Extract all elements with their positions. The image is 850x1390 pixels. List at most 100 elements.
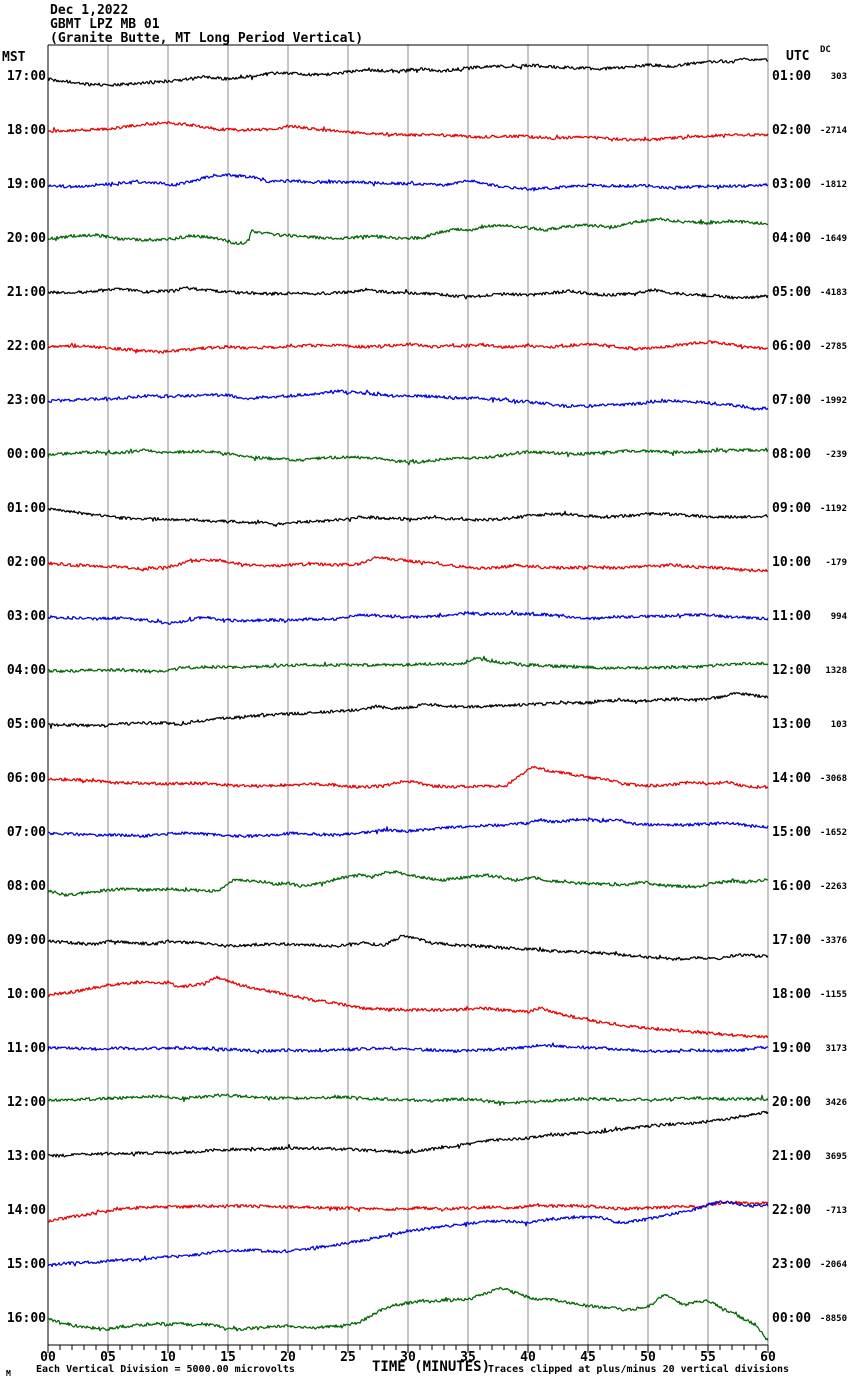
mst-time-label: 17:00 [6, 69, 46, 84]
x-tick-label-00: 00 [40, 1350, 56, 1365]
x-tick-label-30: 30 [400, 1350, 416, 1365]
trace-22:00-mst [47, 340, 769, 354]
x-tick-label-10: 10 [160, 1350, 176, 1365]
dc-value-label: -1812 [819, 180, 847, 190]
clip-note: Traces clipped at plus/minus 20 vertical… [488, 1364, 790, 1375]
x-tick-label-05: 05 [100, 1350, 116, 1365]
mst-time-label: 18:00 [6, 123, 46, 138]
dc-value-label: 1328 [825, 666, 847, 676]
dc-value-label: -2064 [819, 1260, 847, 1270]
dc-value-label: 3695 [825, 1152, 847, 1162]
x-tick-label-45: 45 [580, 1350, 596, 1365]
mst-time-label: 19:00 [6, 177, 46, 192]
mst-time-label: 16:00 [6, 1311, 46, 1326]
mst-time-label: 09:00 [6, 933, 46, 948]
x-tick-label-35: 35 [460, 1350, 476, 1365]
trace-17:00-mst [47, 57, 769, 87]
trace-04:00-mst [47, 655, 769, 674]
utc-time-label: 10:00 [772, 555, 812, 570]
x-tick-label-60: 60 [760, 1350, 776, 1365]
utc-time-label: 02:00 [772, 123, 812, 138]
x-tick-label-50: 50 [640, 1350, 656, 1365]
utc-time-label: 04:00 [772, 231, 812, 246]
dc-value-label: 103 [830, 720, 847, 730]
header-date: Dec 1,2022 [50, 3, 129, 18]
mst-time-label: 11:00 [6, 1041, 46, 1056]
trace-06:00-mst [47, 765, 769, 790]
utc-time-label: 09:00 [772, 501, 812, 516]
trace-02:00-mst [47, 556, 769, 573]
trace-07:00-mst [47, 817, 769, 839]
x-tick-label-25: 25 [340, 1350, 356, 1365]
utc-time-label: 03:00 [772, 177, 812, 192]
mst-time-label: 06:00 [6, 771, 46, 786]
dc-value-label: -2714 [819, 126, 847, 136]
trace-12:00-mst [47, 1093, 769, 1107]
utc-time-label: 17:00 [772, 933, 812, 948]
trace-00:00-mst [47, 447, 769, 466]
mst-time-label: 01:00 [6, 501, 46, 516]
dc-value-label: -1192 [819, 504, 847, 514]
trace-15:00-mst [47, 1200, 769, 1268]
dc-value-label: -1155 [819, 990, 847, 1000]
mst-column-header: MST [2, 50, 26, 65]
trace-18:00-mst [47, 121, 769, 142]
mst-time-label: 03:00 [6, 609, 46, 624]
x-tick-label-20: 20 [280, 1350, 296, 1365]
dc-value-label: 303 [830, 72, 847, 82]
dc-value-label: -3068 [819, 774, 847, 784]
header: Dec 1,2022 GBMT LPZ MB 01 (Granite Butte… [50, 4, 363, 46]
utc-time-label: 19:00 [772, 1041, 812, 1056]
dc-value-label: -8850 [819, 1314, 847, 1324]
trace-09:00-mst [47, 934, 769, 962]
mst-time-label: 07:00 [6, 825, 46, 840]
utc-time-label: 08:00 [772, 447, 812, 462]
mst-time-label: 13:00 [6, 1149, 46, 1164]
mst-time-label: 10:00 [6, 987, 46, 1002]
trace-11:00-mst [47, 1042, 769, 1055]
mst-time-label: 20:00 [6, 231, 46, 246]
utc-time-label: 16:00 [772, 879, 812, 894]
mst-time-label: 04:00 [6, 663, 46, 678]
x-tick-label-15: 15 [220, 1350, 236, 1365]
dc-value-label: -3376 [819, 936, 847, 946]
trace-19:00-mst [47, 173, 769, 192]
mst-time-label: 14:00 [6, 1203, 46, 1218]
trace-13:00-mst [47, 1110, 769, 1158]
mst-time-label: 23:00 [6, 393, 46, 408]
dc-value-label: -713 [825, 1206, 847, 1216]
dc-value-label: -2263 [819, 882, 847, 892]
dc-value-label: -1649 [819, 234, 847, 244]
utc-time-label: 23:00 [772, 1257, 812, 1272]
trace-05:00-mst [47, 691, 769, 730]
mst-time-label: 12:00 [6, 1095, 46, 1110]
trace-23:00-mst [48, 389, 769, 411]
mst-time-label: 00:00 [6, 447, 46, 462]
dc-column-header: DC [820, 45, 831, 55]
trace-01:00-mst [47, 507, 769, 528]
utc-time-label: 11:00 [772, 609, 812, 624]
mst-time-label: 02:00 [6, 555, 46, 570]
dc-value-label: -1992 [819, 396, 847, 406]
utc-time-label: 22:00 [772, 1203, 812, 1218]
dc-value-label: -4183 [819, 288, 847, 298]
utc-time-label: 18:00 [772, 987, 812, 1002]
dc-value-label: -1652 [819, 828, 847, 838]
utc-time-label: 00:00 [772, 1311, 812, 1326]
utc-time-label: 20:00 [772, 1095, 812, 1110]
trace-14:00-mst [47, 1200, 769, 1223]
mst-time-label: 21:00 [6, 285, 46, 300]
utc-time-label: 15:00 [772, 825, 812, 840]
dc-value-label: -2785 [819, 342, 847, 352]
dc-value-label: 994 [830, 612, 847, 622]
utc-time-label: 13:00 [772, 717, 812, 732]
trace-20:00-mst [47, 217, 769, 246]
utc-time-label: 07:00 [772, 393, 812, 408]
utc-column-header: UTC [786, 49, 810, 64]
utc-time-label: 01:00 [772, 69, 812, 84]
vertical-scale-note: Each Vertical Division = 5000.00 microvo… [36, 1364, 295, 1375]
trace-03:00-mst [47, 609, 769, 625]
utc-time-label: 14:00 [772, 771, 812, 786]
